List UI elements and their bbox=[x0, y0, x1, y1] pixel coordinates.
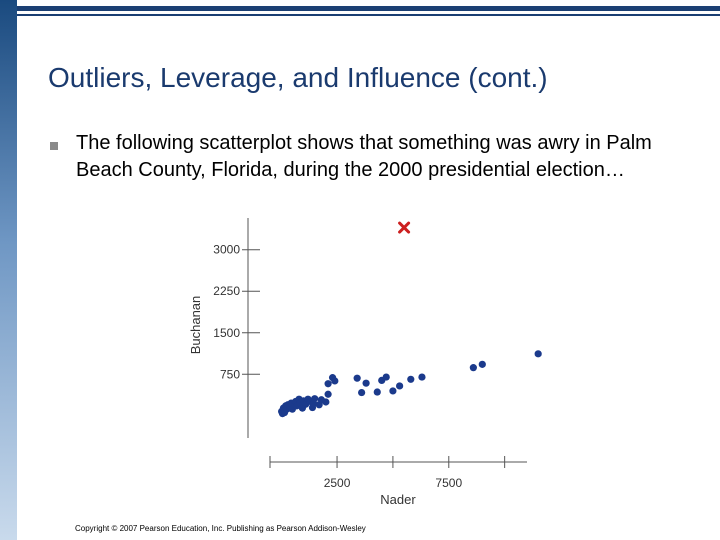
outlier-stroke bbox=[398, 221, 411, 234]
left-accent-bar bbox=[0, 0, 17, 540]
copyright-notice: Copyright © 2007 Pearson Education, Inc.… bbox=[75, 524, 366, 533]
x-axis-label: Nader bbox=[380, 492, 416, 507]
bullet-text: The following scatterplot shows that som… bbox=[76, 132, 652, 181]
x-tick-label: 7500 bbox=[435, 476, 462, 490]
data-point bbox=[362, 379, 370, 387]
data-point bbox=[311, 395, 319, 403]
x-tick-label: 2500 bbox=[324, 476, 351, 490]
outlier-marker bbox=[398, 221, 411, 234]
data-point bbox=[353, 374, 361, 382]
data-point bbox=[322, 398, 330, 406]
y-axis-label: Buchanan bbox=[188, 296, 203, 355]
data-point bbox=[389, 387, 397, 395]
y-tick-label: 2250 bbox=[213, 284, 240, 298]
data-point bbox=[534, 350, 542, 358]
data-point bbox=[469, 364, 477, 372]
y-tick-label: 1500 bbox=[213, 326, 240, 340]
data-point bbox=[324, 390, 332, 398]
data-point bbox=[331, 377, 339, 385]
top-rule bbox=[17, 6, 720, 11]
data-point bbox=[418, 373, 426, 381]
top-rule-thin bbox=[17, 14, 720, 16]
bullet-marker bbox=[50, 142, 58, 150]
data-point bbox=[478, 360, 486, 368]
data-point bbox=[324, 380, 332, 388]
data-point bbox=[373, 388, 381, 396]
data-point bbox=[358, 388, 366, 397]
data-point bbox=[407, 375, 415, 383]
slide-title: Outliers, Leverage, and Influence (cont.… bbox=[48, 62, 548, 93]
data-point bbox=[382, 373, 390, 381]
y-tick-label: 750 bbox=[220, 367, 240, 381]
y-tick-label: 3000 bbox=[213, 243, 240, 257]
data-point bbox=[396, 382, 404, 390]
